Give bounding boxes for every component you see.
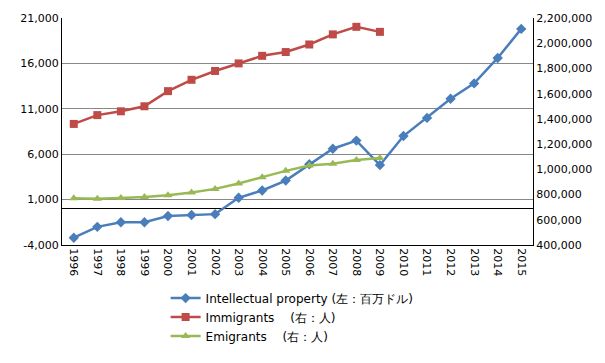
svg-text:1,400,000: 1,400,000 bbox=[536, 113, 592, 126]
svg-text:400,000: 400,000 bbox=[536, 239, 582, 252]
svg-text:2004: 2004 bbox=[256, 248, 269, 276]
svg-text:2012: 2012 bbox=[444, 248, 457, 276]
svg-text:11,000: 11,000 bbox=[20, 103, 59, 116]
svg-text:-4,000: -4,000 bbox=[23, 239, 58, 252]
svg-text:1,800,000: 1,800,000 bbox=[536, 62, 592, 75]
svg-text:2006: 2006 bbox=[303, 248, 316, 276]
svg-text:2010: 2010 bbox=[397, 248, 410, 276]
svg-text:1997: 1997 bbox=[91, 248, 104, 276]
svg-text:16,000: 16,000 bbox=[20, 57, 59, 70]
svg-text:1996: 1996 bbox=[67, 248, 80, 276]
svg-text:21,000: 21,000 bbox=[20, 12, 59, 25]
svg-text:800,000: 800,000 bbox=[536, 188, 582, 201]
svg-text:2,200,000: 2,200,000 bbox=[536, 12, 592, 25]
svg-text:1998: 1998 bbox=[114, 248, 127, 276]
svg-text:2011: 2011 bbox=[420, 248, 433, 276]
svg-text:2009: 2009 bbox=[373, 248, 386, 276]
svg-text:6,000: 6,000 bbox=[27, 148, 59, 161]
svg-text:2,000,000: 2,000,000 bbox=[536, 37, 592, 50]
svg-text:Immigrants (右：人): Immigrants (右：人) bbox=[206, 311, 336, 325]
svg-text:1999: 1999 bbox=[138, 248, 151, 276]
svg-text:2007: 2007 bbox=[326, 248, 339, 276]
svg-text:2000: 2000 bbox=[161, 248, 174, 276]
svg-text:600,000: 600,000 bbox=[536, 214, 582, 227]
svg-text:2002: 2002 bbox=[209, 248, 222, 276]
svg-text:2003: 2003 bbox=[232, 248, 245, 276]
svg-text:Emigrants (右：人): Emigrants (右：人) bbox=[206, 330, 328, 344]
svg-text:2001: 2001 bbox=[185, 248, 198, 276]
svg-text:1,600,000: 1,600,000 bbox=[536, 88, 592, 101]
svg-text:2008: 2008 bbox=[350, 248, 363, 276]
svg-text:1,000: 1,000 bbox=[27, 193, 59, 206]
svg-text:2014: 2014 bbox=[491, 248, 504, 276]
svg-text:2015: 2015 bbox=[515, 248, 528, 276]
svg-text:1,200,000: 1,200,000 bbox=[536, 138, 592, 151]
svg-text:1,000,000: 1,000,000 bbox=[536, 163, 592, 176]
svg-text:2013: 2013 bbox=[468, 248, 481, 276]
svg-text:Intellectual property (左：百万ドル): Intellectual property (左：百万ドル) bbox=[206, 292, 413, 306]
svg-text:2005: 2005 bbox=[279, 248, 292, 276]
